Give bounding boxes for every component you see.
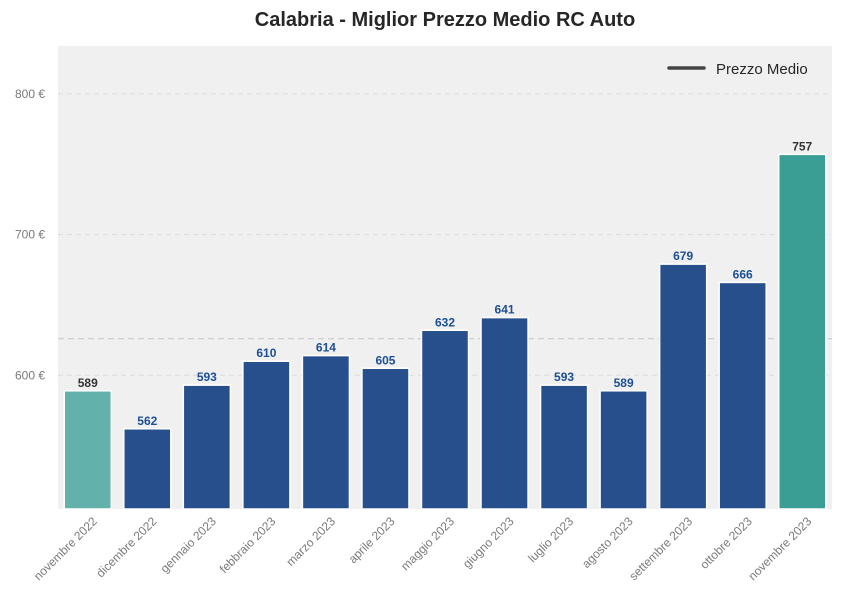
x-tick-label: marzo 2023 (283, 514, 338, 569)
y-axis-ticks: 600 € 700 € 800 € (15, 87, 45, 382)
value-labels: 589 562 593 610 614 605 632 641 593 589 679 666 757 (78, 139, 813, 427)
bar-value-label: 614 (316, 341, 336, 355)
bar-value-label: 641 (495, 303, 515, 317)
x-tick-label: novembre 2023 (745, 514, 814, 583)
x-tick-label: giugno 2023 (460, 514, 517, 571)
bar-value-label: 589 (614, 376, 634, 390)
bar (539, 384, 589, 510)
chart-title: Calabria - Miglior Prezzo Medio RC Auto (255, 9, 635, 31)
bar (658, 263, 708, 510)
bar (420, 329, 470, 510)
y-tick-label: 800 € (15, 87, 45, 101)
x-tick-label: maggio 2023 (398, 514, 457, 573)
bar (480, 316, 529, 510)
bar (63, 390, 113, 510)
legend-label: Prezzo Medio (716, 61, 808, 78)
x-tick-label: febbraio 2023 (217, 514, 279, 576)
y-tick-label: 700 € (15, 228, 45, 242)
bar (123, 428, 172, 510)
bar-value-label: 562 (137, 414, 157, 428)
bar-value-label: 632 (435, 315, 455, 329)
bar (182, 384, 232, 510)
y-tick-label: 600 € (15, 368, 45, 382)
x-tick-label: aprile 2023 (346, 514, 398, 566)
bar-value-label: 757 (792, 139, 812, 153)
bar-value-label: 593 (197, 370, 217, 384)
x-tick-label: gennaio 2023 (158, 514, 220, 576)
bar-value-label: 610 (256, 346, 276, 360)
bar (361, 367, 410, 510)
x-tick-label: ottobre 2023 (697, 514, 755, 572)
bars (63, 153, 827, 510)
bar (301, 354, 351, 510)
x-tick-label: agosto 2023 (579, 514, 636, 571)
bar-value-label: 679 (673, 249, 693, 263)
bar-value-label: 589 (78, 376, 98, 390)
bar (777, 153, 827, 510)
bar-value-label: 593 (554, 370, 574, 384)
bar-value-label: 605 (375, 353, 395, 367)
x-tick-label: novembre 2022 (31, 514, 100, 583)
bar (242, 360, 291, 510)
x-tick-label: dicembre 2022 (93, 514, 159, 580)
bar-value-label: 666 (733, 267, 753, 281)
legend: Prezzo Medio (667, 61, 808, 78)
bar (718, 281, 767, 510)
bar (599, 390, 648, 510)
x-tick-label: luglio 2023 (525, 514, 576, 565)
x-tick-label: settembre 2023 (626, 514, 695, 583)
